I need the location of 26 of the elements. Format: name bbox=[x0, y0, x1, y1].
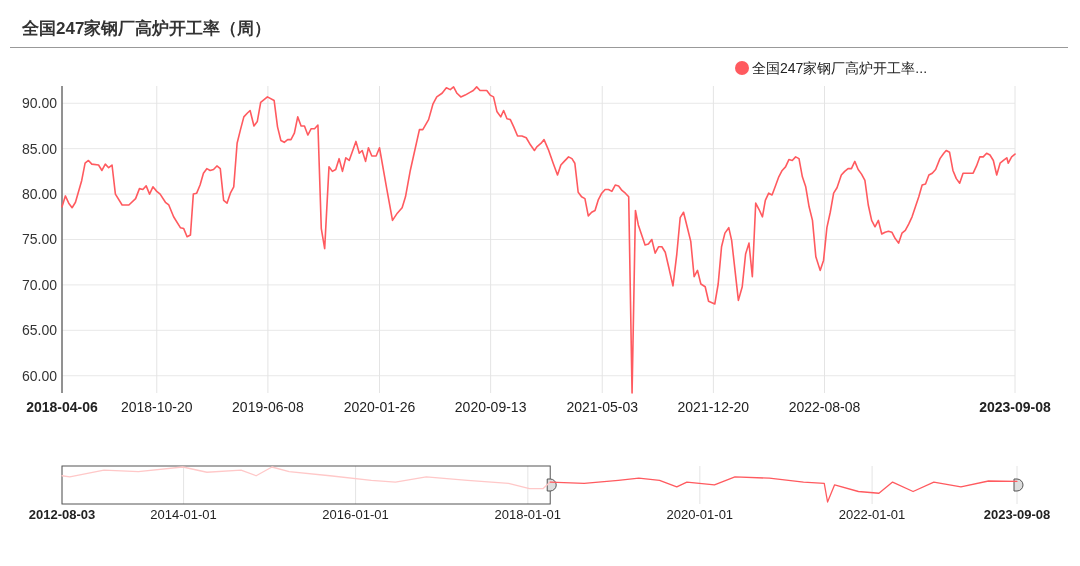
x-tick-label: 2023-09-08 bbox=[979, 399, 1052, 415]
y-tick-label: 60.00 bbox=[21, 367, 58, 384]
y-tick-label: 85.00 bbox=[21, 140, 58, 157]
y-tick-label: 70.00 bbox=[21, 276, 58, 293]
legend-label: 全国247家钢厂高炉开工率... bbox=[752, 59, 928, 76]
y-tick-label: 65.00 bbox=[21, 322, 58, 339]
x-tick-label: 2019-06-08 bbox=[232, 399, 304, 415]
x-tick-label: 2018-10-20 bbox=[120, 399, 193, 415]
y-tick-label: 90.00 bbox=[21, 95, 58, 112]
x-tick-label: 2012-08-03 bbox=[28, 507, 96, 522]
y-tick-label: 75.00 bbox=[21, 231, 58, 248]
x-tick-label: 2021-12-20 bbox=[677, 399, 750, 415]
y-tick-label: 80.00 bbox=[21, 185, 58, 202]
x-tick-label: 2014-01-01 bbox=[150, 507, 217, 522]
x-tick-label: 2022-01-01 bbox=[838, 507, 906, 522]
x-tick-label: 2021-05-03 bbox=[566, 399, 639, 415]
chart-title: 全国247家钢厂高炉开工率（周） bbox=[21, 19, 272, 38]
line-series bbox=[61, 86, 1016, 394]
x-tick-label: 2020-01-26 bbox=[343, 399, 416, 415]
x-tick-label: 2020-09-13 bbox=[454, 399, 527, 415]
x-tick-label: 2018-04-06 bbox=[26, 399, 99, 415]
x-tick-label: 2016-01-01 bbox=[322, 507, 389, 522]
x-tick-label: 2020-01-01 bbox=[666, 507, 734, 522]
x-tick-label: 2022-08-08 bbox=[788, 399, 861, 415]
x-tick-label: 2018-01-01 bbox=[494, 507, 562, 522]
x-tick-label: 2023-09-08 bbox=[983, 507, 1051, 522]
